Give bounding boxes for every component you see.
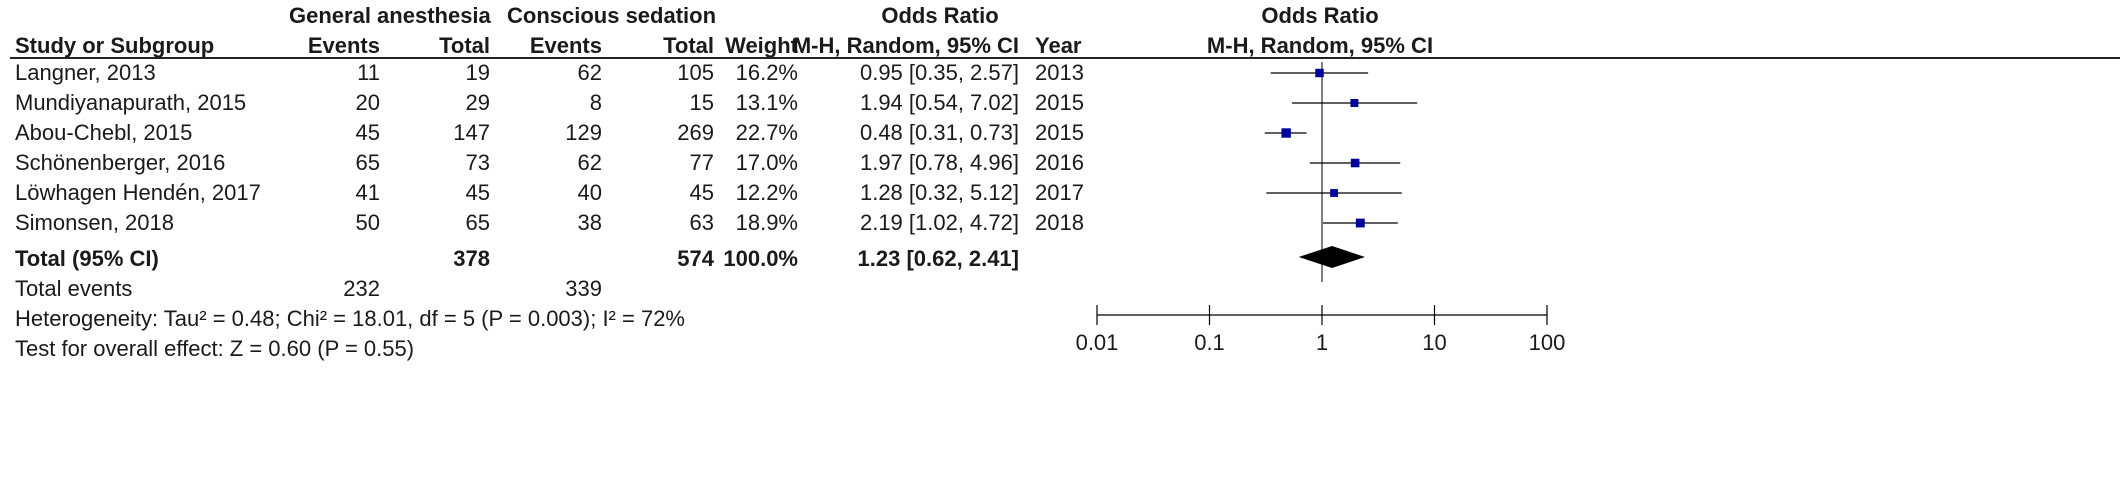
study-e2: 8 <box>589 90 602 115</box>
study-name: Abou-Chebl, 2015 <box>15 120 193 145</box>
study-ci: 0.48 [0.31, 0.73] <box>859 120 1019 145</box>
plot-ci-header: M-H, Random, 95% CI <box>1206 33 1434 58</box>
study-e2: 38 <box>577 210 602 235</box>
effect-header: Odds Ratio <box>881 3 999 28</box>
col-weight: Weight <box>725 33 798 58</box>
study-weight: 18.9% <box>735 210 798 235</box>
study-year: 2016 <box>1035 150 1084 175</box>
study-name: Langner, 2013 <box>15 60 156 85</box>
study-e1: 50 <box>355 210 380 235</box>
col-ci: M-H, Random, 95% CI <box>792 33 1019 58</box>
study-e1: 65 <box>355 150 380 175</box>
study-e2: 40 <box>577 180 602 205</box>
study-e2: 62 <box>577 150 602 175</box>
header-rule <box>10 57 2120 59</box>
study-t1: 45 <box>465 180 490 205</box>
study-e2: 129 <box>565 120 602 145</box>
total-ci: 1.23 [0.62, 2.41] <box>857 246 1019 271</box>
study-marker <box>1350 158 1360 168</box>
study-t1: 19 <box>465 60 490 85</box>
study-year: 2018 <box>1035 210 1084 235</box>
overall-effect-text: Test for overall effect: Z = 0.60 (P = 0… <box>15 336 415 361</box>
total-weight: 100.0% <box>723 246 798 271</box>
study-marker <box>1330 189 1338 197</box>
study-name: Schönenberger, 2016 <box>15 150 226 175</box>
study-year: 2015 <box>1035 90 1084 115</box>
study-e1: 11 <box>357 60 380 85</box>
study-t1: 65 <box>465 210 490 235</box>
col-total1: Total <box>439 33 490 58</box>
study-t1: 73 <box>465 150 490 175</box>
heterogeneity-text: Heterogeneity: Tau² = 0.48; Chi² = 18.01… <box>15 306 685 331</box>
study-marker <box>1350 99 1359 107</box>
study-name: Simonsen, 2018 <box>15 210 174 235</box>
study-e1: 20 <box>355 90 380 115</box>
study-weight: 22.7% <box>735 120 798 145</box>
group2-header: Conscious sedation <box>507 3 717 28</box>
study-t2: 45 <box>689 180 714 205</box>
study-e1: 41 <box>355 180 380 205</box>
total-events-e1: 232 <box>343 276 380 301</box>
study-t2: 77 <box>689 150 714 175</box>
study-marker <box>1355 218 1365 228</box>
col-events2: Events <box>529 33 602 58</box>
study-t1: 147 <box>453 120 490 145</box>
study-ci: 2.19 [1.02, 4.72] <box>859 210 1019 235</box>
study-weight: 12.2% <box>735 180 798 205</box>
x-tick-label: 10 <box>1422 330 1446 355</box>
study-year: 2015 <box>1035 120 1084 145</box>
x-tick-label: 0.1 <box>1194 330 1225 355</box>
plot-effect-header: Odds Ratio <box>1261 3 1379 28</box>
col-year: Year <box>1035 33 1082 58</box>
study-t1: 29 <box>465 90 490 115</box>
study-t2: 15 <box>689 90 714 115</box>
study-ci: 1.94 [0.54, 7.02] <box>859 90 1019 115</box>
pooled-diamond <box>1298 246 1365 268</box>
study-name: Mundiyanapurath, 2015 <box>15 90 247 115</box>
study-weight: 13.1% <box>735 90 798 115</box>
study-t2: 63 <box>689 210 714 235</box>
total-t2: 574 <box>677 246 714 271</box>
total-events-label: Total events <box>15 276 133 301</box>
group1-header: General anesthesia <box>289 3 491 28</box>
study-ci: 1.97 [0.78, 4.96] <box>859 150 1019 175</box>
total-events-e2: 339 <box>565 276 602 301</box>
total-label: Total (95% CI) <box>15 246 159 271</box>
x-tick-label: 100 <box>1529 330 1566 355</box>
total-t1: 378 <box>453 246 490 271</box>
study-weight: 16.2% <box>735 60 798 85</box>
study-ci: 0.95 [0.35, 2.57] <box>859 60 1019 85</box>
col-total2: Total <box>663 33 714 58</box>
col-events1: Events <box>307 33 380 58</box>
study-t2: 105 <box>677 60 714 85</box>
study-ci: 1.28 [0.32, 5.12] <box>859 180 1019 205</box>
study-e1: 45 <box>355 120 380 145</box>
x-tick-label: 1 <box>1316 330 1328 355</box>
study-year: 2017 <box>1035 180 1084 205</box>
study-t2: 269 <box>677 120 714 145</box>
study-year: 2013 <box>1035 60 1084 85</box>
study-name: Löwhagen Hendén, 2017 <box>15 180 261 205</box>
study-weight: 17.0% <box>735 150 798 175</box>
col-study: Study or Subgroup <box>15 33 215 58</box>
study-marker <box>1281 128 1291 138</box>
x-tick-label: 0.01 <box>1076 330 1119 355</box>
study-marker <box>1315 68 1324 78</box>
study-e2: 62 <box>577 60 602 85</box>
